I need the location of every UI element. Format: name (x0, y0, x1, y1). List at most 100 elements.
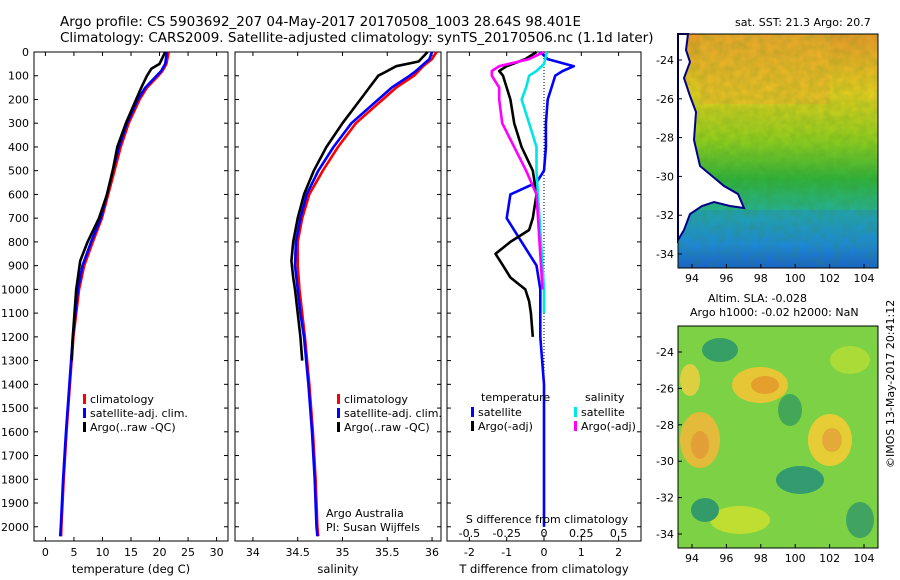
map-xtick-label: 102 (819, 552, 840, 565)
ytick-label: 300 (8, 117, 29, 130)
legend-label: climatology (344, 393, 408, 406)
xtick-label: 1 (578, 546, 585, 559)
xtick-label: 36 (425, 546, 439, 559)
ytick-label: 800 (8, 236, 29, 249)
legend-label: Argo(..raw -QC) (344, 421, 430, 434)
map-ytick-label: -30 (656, 455, 674, 468)
ytick-label: 500 (8, 165, 29, 178)
sst-map: sat. SST: 21.3 Argo: 20.7 94 96 98 100 102 10… (656, 16, 879, 285)
sla-title-line1: Altim. SLA: -0.028 (708, 292, 807, 305)
legend-label: satellite (478, 406, 522, 419)
salinity-panel: 34 34.5 35 35.5 36 salinity climatologysatelli… (234, 51, 442, 576)
series-line-argo-raw-qc- (70, 51, 167, 361)
xtick-label: 35.5 (375, 546, 400, 559)
legend-swatch (337, 408, 340, 418)
s-diff-xtick-label: -0.5 (459, 527, 480, 540)
legend-swatch (471, 421, 474, 431)
map-xtick-label: 94 (685, 552, 699, 565)
xtick-label: 34 (246, 546, 260, 559)
legend-swatch (83, 422, 86, 432)
map-xtick-label: 98 (754, 552, 768, 565)
legend-label: climatology (90, 393, 154, 406)
sst-map-axes: 94 96 98 100 102 104 -24 -26 -28 -30 -32 -34 (656, 54, 874, 285)
map-xtick-label: 96 (719, 552, 733, 565)
series-line-t-satellite (505, 51, 576, 527)
map-xtick-label: 100 (785, 552, 806, 565)
map-xtick-label: 94 (685, 272, 699, 285)
ytick-label: 1700 (1, 450, 29, 463)
ytick-label: 1800 (1, 473, 29, 486)
sst-map-frame (677, 33, 879, 269)
temperature-panel: 0100200300400500600700800900100011001200… (1, 46, 229, 576)
series-line-s-satellite (520, 51, 549, 314)
map-ytick-label: -28 (656, 419, 674, 432)
map-ytick-label: -34 (656, 248, 674, 261)
xtick-label: 0 (42, 546, 49, 559)
legend-swatch (471, 407, 474, 417)
map-ytick-label: -26 (656, 382, 674, 395)
sst-land-mask (677, 33, 746, 244)
temperature-xlabel: temperature (deg C) (72, 562, 190, 576)
ytick-label: 1100 (1, 307, 29, 320)
legend-swatch (337, 422, 340, 432)
sla-map-axes: 94 96 98 100 102 104 -24 -26 -28 -30 -32 -34 (656, 346, 874, 565)
map-xtick-label: 104 (854, 272, 875, 285)
map-xtick-label: 102 (819, 272, 840, 285)
map-ytick-label: -32 (656, 209, 674, 222)
legend-swatch (83, 408, 86, 418)
figure-title-line2: Climatology: CARS2009. Satellite-adjuste… (60, 30, 654, 46)
xtick-label: 30 (210, 546, 224, 559)
s-diff-xlabel: S difference from climatology (466, 513, 629, 526)
ytick-label: 1300 (1, 355, 29, 368)
legend-swatch (337, 394, 340, 404)
legend-label: satellite (581, 406, 625, 419)
legend-swatch (83, 394, 86, 404)
legend-label: Argo(-adj) (581, 420, 636, 433)
ytick-label: 0 (22, 46, 29, 59)
series-line-argo-raw-qc- (290, 51, 429, 361)
map-xtick-label: 98 (754, 272, 768, 285)
ytick-label: 900 (8, 260, 29, 273)
argo-australia-label: Argo Australia (326, 507, 404, 520)
ytick-label: 2000 (1, 521, 29, 534)
legend-swatch (574, 421, 577, 431)
series-line-t-argo-adj- (494, 50, 538, 338)
sla-map-frame (677, 325, 879, 549)
map-ytick-label: -24 (656, 346, 674, 359)
ytick-label: 1900 (1, 497, 29, 510)
legend-label: Argo(..raw -QC) (90, 421, 176, 434)
ytick-label: 1400 (1, 378, 29, 391)
ytick-label: 200 (8, 93, 29, 106)
xtick-label: 20 (153, 546, 167, 559)
map-ytick-label: -24 (656, 54, 674, 67)
ytick-label: 400 (8, 141, 29, 154)
xtick-label: 5 (70, 546, 77, 559)
xtick-label: 34.5 (285, 546, 310, 559)
ytick-label: 1200 (1, 331, 29, 344)
legend-salinity-title: salinity (585, 391, 625, 404)
s-diff-xtick-label: 0.5 (610, 527, 628, 540)
xtick-label: 10 (95, 546, 109, 559)
xtick-label: 0 (541, 546, 548, 559)
ytick-label: 1000 (1, 283, 29, 296)
legend-label: satellite-adj. clim. (90, 407, 188, 420)
xtick-label: 2 (615, 546, 622, 559)
sst-texture (678, 34, 878, 268)
ytick-label: 600 (8, 188, 29, 201)
difference-panel: -2 -1 0 1 2 T difference from climatology S di… (446, 50, 642, 576)
sla-title-line2: Argo h1000: -0.02 h2000: NaN (690, 306, 859, 319)
difference-xlabel: T difference from climatology (458, 562, 629, 576)
map-xtick-label: 96 (719, 272, 733, 285)
sla-blobs (680, 338, 874, 538)
xtick-label: 25 (181, 546, 195, 559)
map-ytick-label: -26 (656, 93, 674, 106)
map-ytick-label: -34 (656, 528, 674, 541)
xtick-label: 35 (335, 546, 349, 559)
xtick-label: 15 (124, 546, 138, 559)
ytick-label: 100 (8, 70, 29, 83)
ytick-label: 700 (8, 212, 29, 225)
map-ytick-label: -32 (656, 492, 674, 505)
ytick-label: 1500 (1, 402, 29, 415)
figure-title-line1: Argo profile: CS 5903692_207 04-May-2017… (60, 14, 581, 30)
